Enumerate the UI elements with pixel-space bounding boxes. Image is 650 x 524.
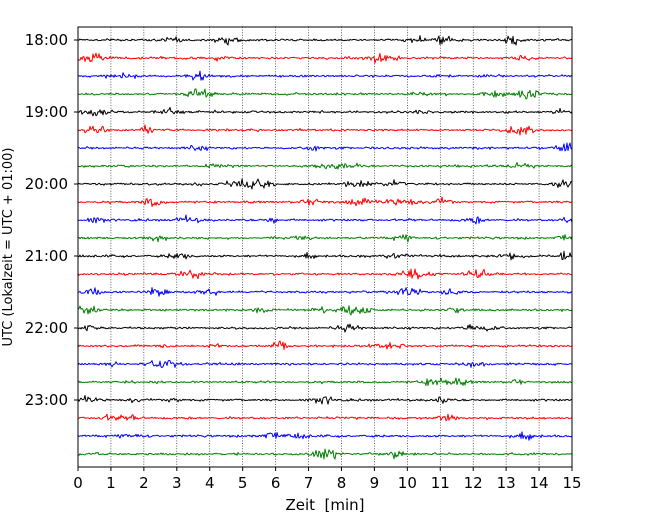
trace-23:45 bbox=[77, 448, 573, 460]
trace-21:00 bbox=[77, 250, 573, 261]
trace-19:45 bbox=[77, 162, 573, 170]
trace-20:30 bbox=[77, 214, 573, 225]
plot-frame bbox=[77, 26, 573, 468]
trace-21:30 bbox=[77, 287, 573, 297]
grid-layer bbox=[110, 27, 540, 467]
trace-21:15 bbox=[77, 268, 573, 280]
trace-21:45 bbox=[77, 305, 573, 316]
y-tick-label: 18:00 bbox=[25, 31, 68, 49]
trace-19:00 bbox=[77, 106, 573, 117]
x-tick-label: 0 bbox=[73, 474, 83, 492]
trace-22:45 bbox=[77, 377, 573, 387]
trace-22:15 bbox=[77, 340, 573, 351]
trace-20:45 bbox=[77, 234, 573, 243]
x-tick-label: 9 bbox=[370, 474, 380, 492]
y-tick-label: 21:00 bbox=[25, 247, 68, 265]
x-tick-label: 7 bbox=[304, 474, 314, 492]
x-tick-label: 14 bbox=[530, 474, 549, 492]
x-axis-ticks: 0 1 2 3 4 5 6 7 8 9 10 11 12 13 14 15 bbox=[73, 467, 582, 492]
trace-23:00 bbox=[77, 394, 573, 405]
x-tick-label: 5 bbox=[238, 474, 248, 492]
trace-19:30 bbox=[77, 142, 573, 152]
trace-20:00 bbox=[77, 178, 573, 190]
x-tick-label: 11 bbox=[431, 474, 450, 492]
trace-19:15 bbox=[77, 124, 573, 136]
trace-18:15 bbox=[77, 52, 573, 64]
y-tick-label: 23:00 bbox=[25, 391, 68, 409]
trace-layer bbox=[77, 35, 573, 460]
y-axis-label: UTC (Lokalzeit = UTC + 01:00) bbox=[1, 148, 16, 347]
trace-20:15 bbox=[77, 196, 573, 207]
x-tick-label: 13 bbox=[497, 474, 516, 492]
x-tick-label: 15 bbox=[562, 474, 581, 492]
y-tick-label: 20:00 bbox=[25, 175, 68, 193]
x-tick-label: 8 bbox=[337, 474, 347, 492]
trace-18:00 bbox=[77, 35, 573, 46]
x-axis-label: Zeit [min] bbox=[285, 496, 364, 514]
trace-18:45 bbox=[77, 88, 573, 100]
trace-18:30 bbox=[77, 70, 573, 81]
y-tick-label: 19:00 bbox=[25, 103, 68, 121]
trace-22:30 bbox=[77, 359, 573, 369]
x-tick-label: 6 bbox=[271, 474, 281, 492]
y-axis-ticks: 18:00 19:00 20:00 21:00 22:00 23:00 bbox=[25, 31, 78, 409]
x-tick-label: 3 bbox=[172, 474, 182, 492]
x-tick-label: 2 bbox=[139, 474, 149, 492]
x-tick-label: 4 bbox=[205, 474, 215, 492]
trace-23:15 bbox=[77, 413, 573, 422]
x-tick-label: 12 bbox=[464, 474, 483, 492]
x-tick-label: 1 bbox=[106, 474, 116, 492]
y-tick-label: 22:00 bbox=[25, 319, 68, 337]
trace-23:30 bbox=[77, 431, 573, 441]
trace-22:00 bbox=[77, 323, 573, 333]
x-tick-label: 10 bbox=[398, 474, 417, 492]
